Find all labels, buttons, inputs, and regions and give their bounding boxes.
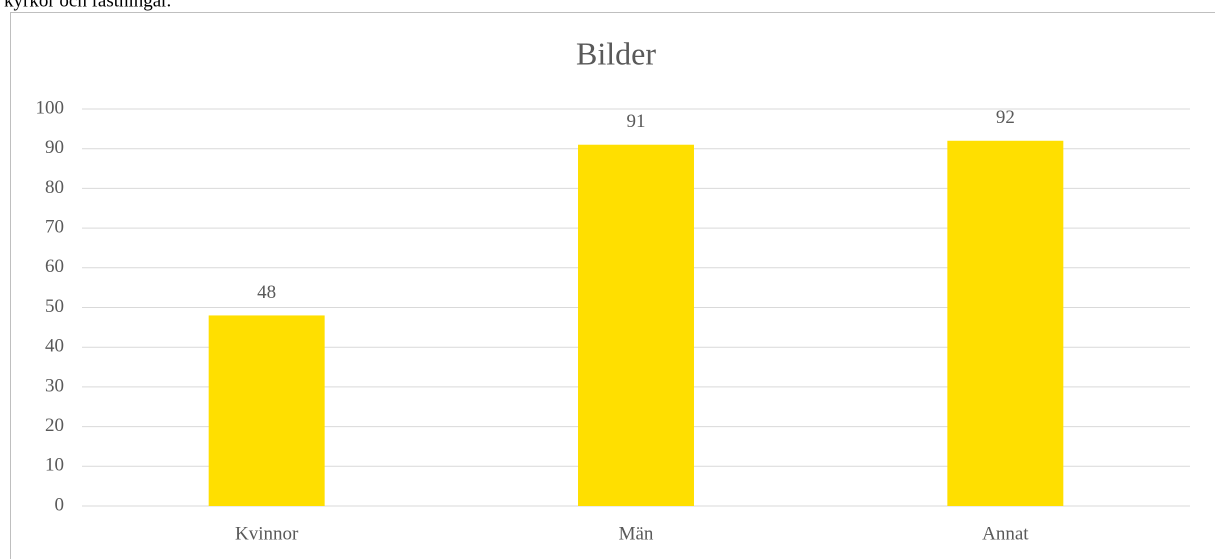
chart-title: Bilder <box>576 35 656 71</box>
y-tick-label: 70 <box>45 216 64 237</box>
y-tick-label: 90 <box>45 137 64 158</box>
bar <box>947 140 1064 506</box>
y-tick-label: 30 <box>45 375 64 396</box>
bar <box>208 315 325 506</box>
data-label: 91 <box>627 111 646 132</box>
x-tick-label: Kvinnor <box>235 523 299 544</box>
y-tick-label: 20 <box>45 415 64 436</box>
x-tick-label: Män <box>619 523 654 544</box>
y-tick-label: 100 <box>36 97 65 118</box>
y-tick-label: 60 <box>45 256 64 277</box>
y-tick-label: 50 <box>45 296 64 317</box>
y-tick-label: 80 <box>45 177 64 198</box>
y-tick-label: 0 <box>55 494 65 515</box>
data-label: 48 <box>257 282 276 303</box>
bar <box>578 144 694 507</box>
y-tick-label: 40 <box>45 336 64 357</box>
x-tick-label: Annat <box>982 523 1029 544</box>
y-tick-label: 10 <box>45 455 64 476</box>
data-label: 92 <box>996 107 1015 128</box>
text-above: kyrkor och fästningar. <box>4 0 171 11</box>
